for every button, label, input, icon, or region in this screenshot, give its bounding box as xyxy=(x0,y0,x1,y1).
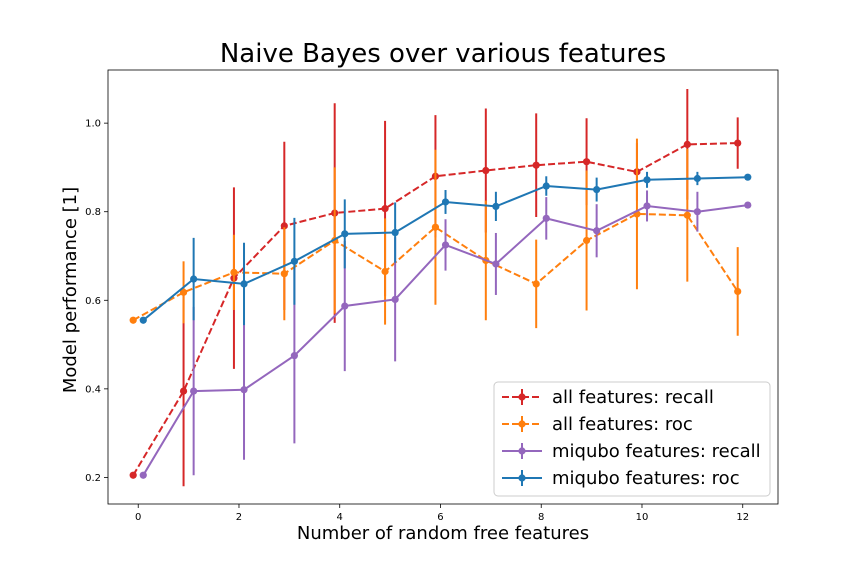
legend-item: miqubo features: roc xyxy=(502,468,740,489)
data-point xyxy=(492,202,500,210)
series-miqubo-features-roc xyxy=(139,171,752,326)
data-point xyxy=(582,236,591,245)
legend-marker xyxy=(518,474,526,482)
data-point xyxy=(643,176,651,184)
data-point xyxy=(139,471,147,479)
data-point xyxy=(582,158,591,166)
data-point xyxy=(341,302,349,310)
y-tick-label: 1.0 xyxy=(85,119,101,130)
x-axis-label: Number of random free features xyxy=(297,523,589,544)
axis-ticks: 0 2 4 6 8 10 12 0.2 0.4 0.6 0.8 1.0 xyxy=(85,119,749,523)
data-point xyxy=(542,182,550,190)
x-tick-label: 2 xyxy=(236,512,242,523)
data-point xyxy=(593,185,601,194)
data-point xyxy=(240,280,248,288)
data-point xyxy=(492,260,500,268)
data-point xyxy=(391,228,399,237)
legend-item: all features: roc xyxy=(502,414,693,435)
data-point xyxy=(381,267,389,276)
data-point xyxy=(683,211,691,219)
legend-box xyxy=(493,381,771,497)
legend-label: miqubo features: recall xyxy=(552,441,761,462)
data-point xyxy=(391,295,399,303)
data-point xyxy=(280,270,288,278)
data-point xyxy=(734,287,742,296)
data-point xyxy=(129,316,137,324)
data-point xyxy=(441,198,450,206)
data-point xyxy=(179,288,188,296)
data-point xyxy=(744,201,752,209)
plot-area xyxy=(129,89,752,487)
legend-label: all features: recall xyxy=(552,387,714,408)
data-point xyxy=(734,139,742,147)
data-point xyxy=(230,268,238,276)
legend-marker xyxy=(518,447,526,455)
legend-item: all features: recall xyxy=(502,387,714,408)
data-point xyxy=(179,387,188,395)
data-point xyxy=(129,471,137,479)
chart-title: Naive Bayes over various features xyxy=(220,39,666,69)
y-tick-label: 0.6 xyxy=(85,296,101,307)
y-axis-label: Model performance [1] xyxy=(60,187,81,393)
plot-frame xyxy=(107,69,779,505)
x-tick-label: 4 xyxy=(337,512,343,523)
data-point xyxy=(593,227,601,235)
x-tick-label: 12 xyxy=(736,512,749,523)
data-point xyxy=(683,140,691,148)
x-tick-label: 10 xyxy=(636,512,649,523)
data-point xyxy=(532,280,540,288)
legend-label: miqubo features: roc xyxy=(552,468,740,489)
data-point xyxy=(482,166,490,175)
data-point xyxy=(744,173,752,181)
legend-marker xyxy=(518,420,526,428)
y-tick-label: 0.8 xyxy=(85,207,101,218)
data-point xyxy=(532,161,540,169)
data-point xyxy=(693,174,701,183)
data-point xyxy=(290,257,298,265)
y-tick-label: 0.2 xyxy=(85,473,101,484)
data-point xyxy=(290,352,298,360)
x-tick-label: 8 xyxy=(538,512,544,523)
data-point xyxy=(139,316,147,324)
data-point xyxy=(190,387,198,395)
data-point xyxy=(381,205,389,213)
legend-item: miqubo features: recall xyxy=(502,441,761,462)
data-point xyxy=(240,386,248,394)
legend-label: all features: roc xyxy=(552,414,693,435)
y-tick-label: 0.4 xyxy=(85,384,101,395)
data-point xyxy=(441,241,450,249)
legend-marker xyxy=(518,393,526,401)
x-tick-label: 6 xyxy=(437,512,443,523)
legend: all features: recall all features: roc miq… xyxy=(493,381,771,497)
data-point xyxy=(280,222,288,230)
x-tick-label: 0 xyxy=(135,512,141,523)
data-point xyxy=(431,223,440,231)
data-point xyxy=(341,230,349,238)
data-point xyxy=(542,214,550,222)
data-point xyxy=(693,208,701,216)
data-point xyxy=(190,275,198,283)
data-point xyxy=(643,202,651,210)
